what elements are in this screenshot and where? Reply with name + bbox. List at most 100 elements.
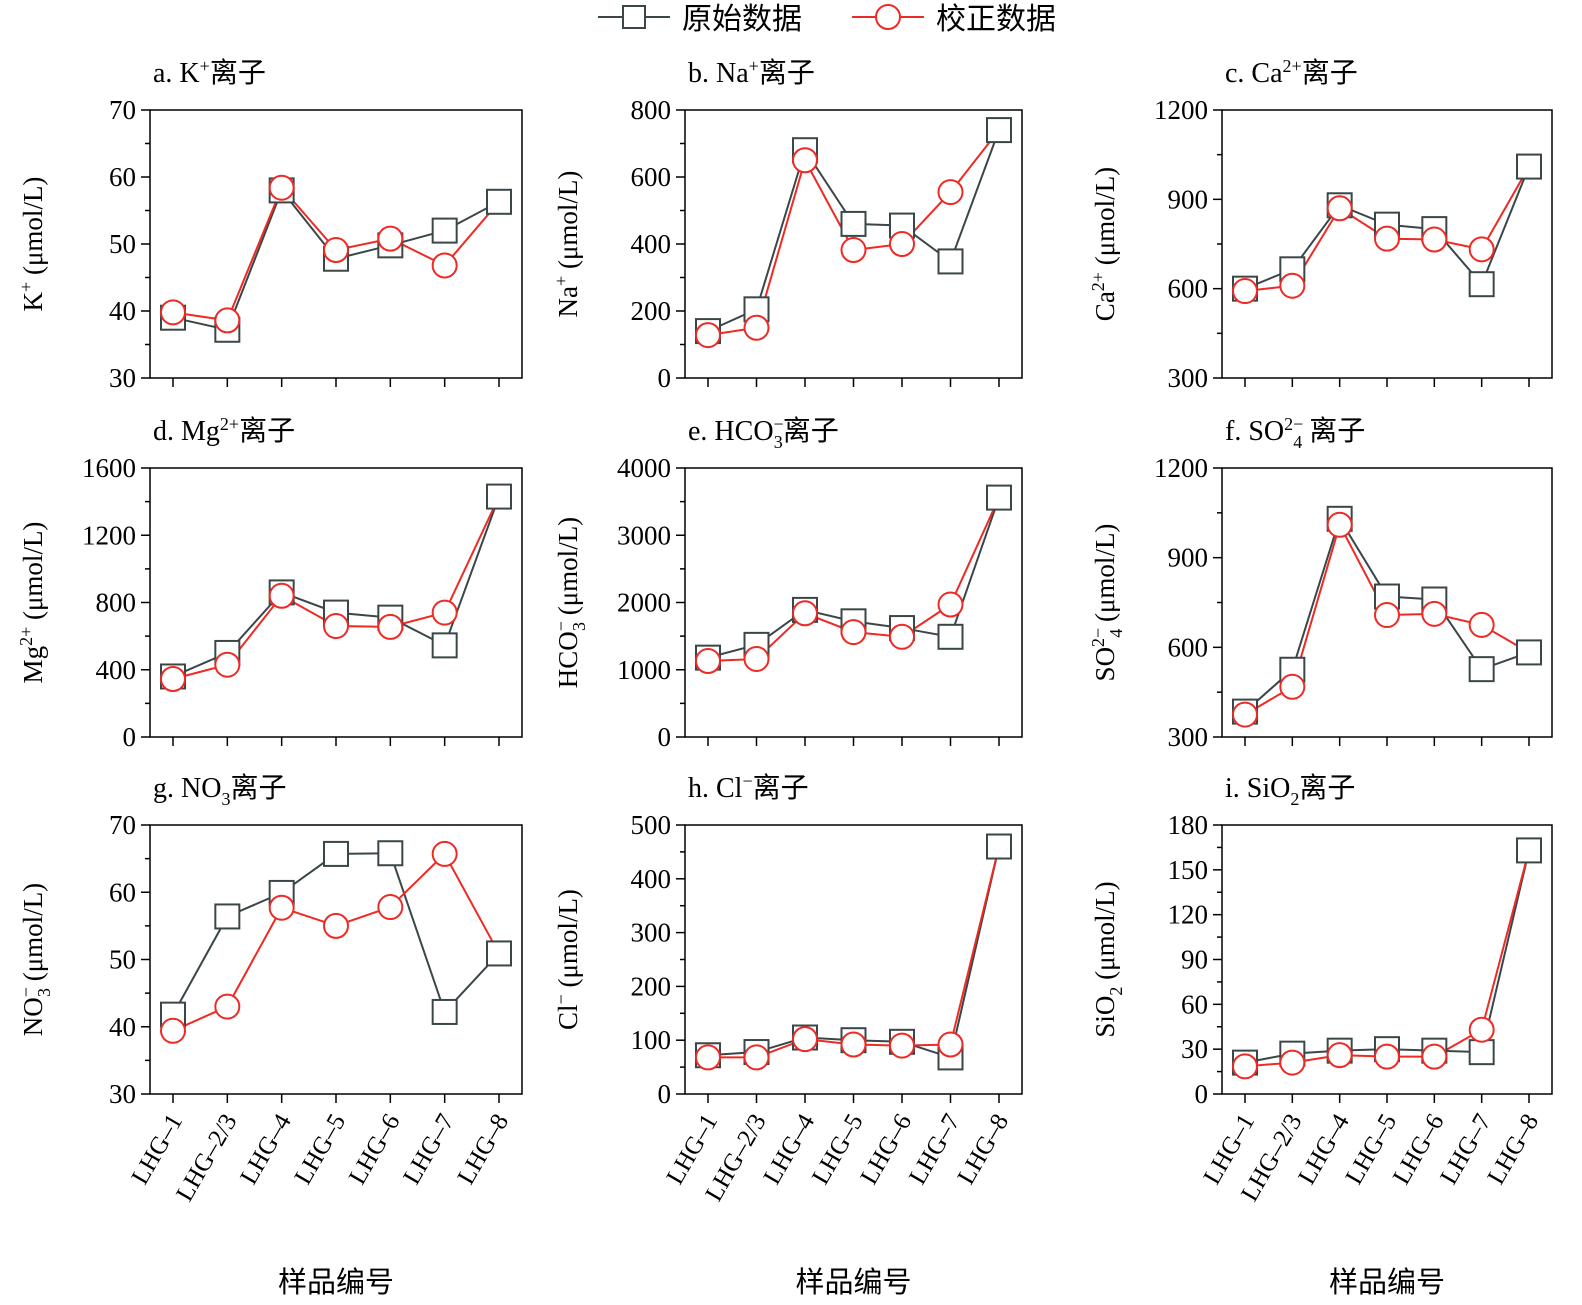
corrected-point [1279,272,1306,299]
y-tick-label: 100 [631,1025,672,1055]
y-axis-label: HCO−3 (μmol/L) [551,517,589,688]
original-point [986,484,1012,511]
y-tick-label: 400 [631,864,672,894]
y-tick-label: 60 [1181,989,1208,1019]
y-axis-label: Mg2+ (μmol/L) [16,522,48,684]
y-tick-label: 900 [1168,543,1209,573]
y-tick-label: 1200 [1154,95,1208,125]
panel-title: f. SO2− 4 离子 [1225,414,1365,452]
corrected-point [840,619,867,646]
x-tick-label: LHG–6 [344,1110,406,1190]
y-tick-label: 300 [1168,363,1209,393]
original-point [986,117,1012,144]
corrected-point [214,993,241,1020]
y-tick-label: 900 [1168,184,1209,214]
y-tick-label: 1200 [1154,453,1208,483]
corrected-point [160,665,186,692]
y-tick-label: 50 [109,229,136,259]
y-tick-label: 300 [1168,722,1209,752]
panel-title: b. Na+离子 [688,56,815,89]
corrected-point [323,613,349,640]
y-axis-label: Ca2+ (μmol/L) [1088,167,1120,321]
panel-f: 300 600 900 1200 f. SO2− 4 离子 SO2−4 (μmol/L) [1088,414,1553,752]
panel-title: i. SiO2离子 [1225,772,1355,809]
corrected-point [377,613,404,640]
panel-title: d. Mg2+离子 [153,414,295,447]
corrected-point [377,225,404,252]
plot-frame [684,467,1023,738]
corrected-point [937,1031,964,1058]
corrected-point [268,582,295,609]
y-tick-label: 600 [1168,632,1209,662]
original-point [1468,1039,1495,1066]
y-axis-label: Na+ (μmol/L) [551,171,583,318]
y-tick-label: 400 [96,655,137,685]
y-tick-label: 4000 [617,453,671,483]
y-axis-label: NO−3 (μmol/L) [16,883,54,1036]
y-tick-label: 40 [109,296,136,326]
original-point [986,833,1012,860]
corrected-point [160,1017,186,1044]
panel-g: 3040506070LHG–1LHG–2/3LHG–4LHG–5LHG–6LHG… [16,772,523,1299]
y-axis-label: SO2−4 (μmol/L) [1088,524,1126,682]
original-point [1468,271,1495,298]
series-corrected-line [708,846,1000,1059]
y-tick-label: 600 [1168,274,1209,304]
y-tick-label: 50 [109,945,136,975]
y-tick-label: 60 [109,877,136,907]
y-tick-label: 600 [631,162,672,192]
y-tick-label: 3000 [617,520,671,550]
y-tick-label: 0 [1195,1079,1209,1109]
corrected-point [840,237,867,264]
y-tick-label: 200 [631,971,672,1001]
legend-original-marker [622,5,646,29]
x-axis-label: 样品编号 [1329,1266,1445,1299]
y-tick-label: 30 [109,1079,136,1109]
corrected-point [214,651,241,678]
x-tick-label: LHG–5 [290,1110,352,1190]
original-point [937,623,964,650]
corrected-point [431,840,458,867]
corrected-point [214,307,241,334]
original-point [431,632,458,659]
original-point [1516,153,1542,180]
corrected-point [889,231,915,257]
y-tick-label: 1200 [82,520,136,550]
y-tick-label: 30 [1181,1034,1208,1064]
original-point [486,483,512,510]
corrected-point [1421,226,1448,253]
corrected-point [377,894,404,921]
panel-title: c. Ca2+离子 [1225,56,1358,89]
corrected-point [695,322,721,349]
corrected-point [431,252,458,279]
panel-title: g. NO3离子 [153,772,286,809]
corrected-point [792,147,818,174]
original-point [486,940,512,967]
corrected-point [1468,236,1495,263]
corrected-point [323,912,349,939]
corrected-point [1232,1053,1258,1080]
corrected-point [1326,511,1353,538]
corrected-point [695,648,721,675]
corrected-point [1232,701,1258,728]
y-tick-label: 0 [658,1079,672,1109]
y-tick-label: 1000 [617,655,671,685]
y-tick-label: 2000 [617,588,671,618]
panel-a: 30 40 50 60 70 a. K+离子 K+ (μmol/L) [16,56,523,393]
corrected-point [889,1032,915,1059]
y-axis-label: Cl− (μmol/L) [551,889,583,1030]
corrected-point [1468,1016,1495,1043]
y-axis-label: SiO2 (μmol/L) [1090,881,1126,1037]
corrected-point [1421,1043,1448,1070]
corrected-point [840,1031,867,1058]
y-tick-label: 120 [1168,900,1209,930]
y-tick-label: 800 [631,95,672,125]
y-tick-label: 0 [658,722,672,752]
y-tick-label: 70 [109,95,136,125]
x-tick-label: LHG–4 [235,1109,297,1189]
y-tick-label: 300 [631,918,672,948]
corrected-point [323,237,349,264]
corrected-point [889,623,915,650]
x-tick-label: LHG–7 [398,1110,460,1190]
panel-i: 0306090120150180LHG–1LHG–2/3LHG–4LHG–5LH… [1090,772,1553,1299]
